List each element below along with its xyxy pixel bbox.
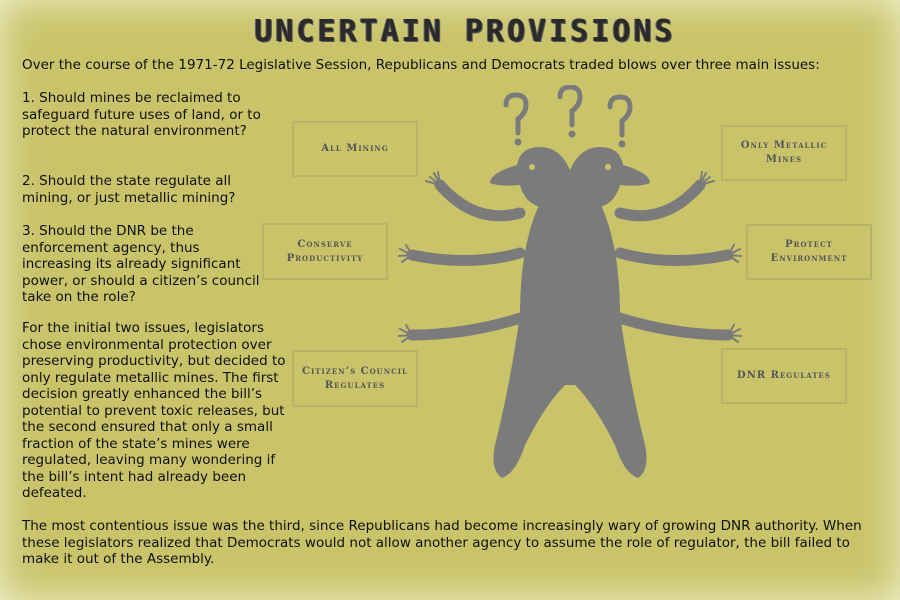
option-conserve-productivity: Conserve Productivity bbox=[262, 223, 388, 280]
closing-paragraph: The most contentious issue was the third… bbox=[22, 518, 862, 567]
option-all-mining: All Mining bbox=[292, 121, 418, 177]
question-3: 3. Should the DNR be the enforcement age… bbox=[22, 223, 260, 305]
intro-text: Over the course of the 1971-72 Legislati… bbox=[22, 57, 820, 73]
question-1: 1. Should mines be reclaimed to safeguar… bbox=[22, 90, 261, 139]
question-marks bbox=[503, 85, 633, 138]
page-title: UNCERTAIN PROVISIONS bbox=[254, 14, 676, 49]
analysis-paragraph: For the initial two issues, legislators … bbox=[22, 320, 286, 501]
option-citizens-council-regulates: Citizen’s Council Regulates bbox=[292, 350, 418, 407]
option-protect-environment: Protect Environment bbox=[746, 224, 872, 280]
question-2: 2. Should the state regulate all mining,… bbox=[22, 173, 236, 206]
option-dnr-regulates: DNR Regulates bbox=[721, 348, 847, 404]
two-headed-figure-illustration bbox=[398, 85, 742, 478]
option-only-metallic-mines: Only Metallic Mines bbox=[721, 125, 847, 181]
